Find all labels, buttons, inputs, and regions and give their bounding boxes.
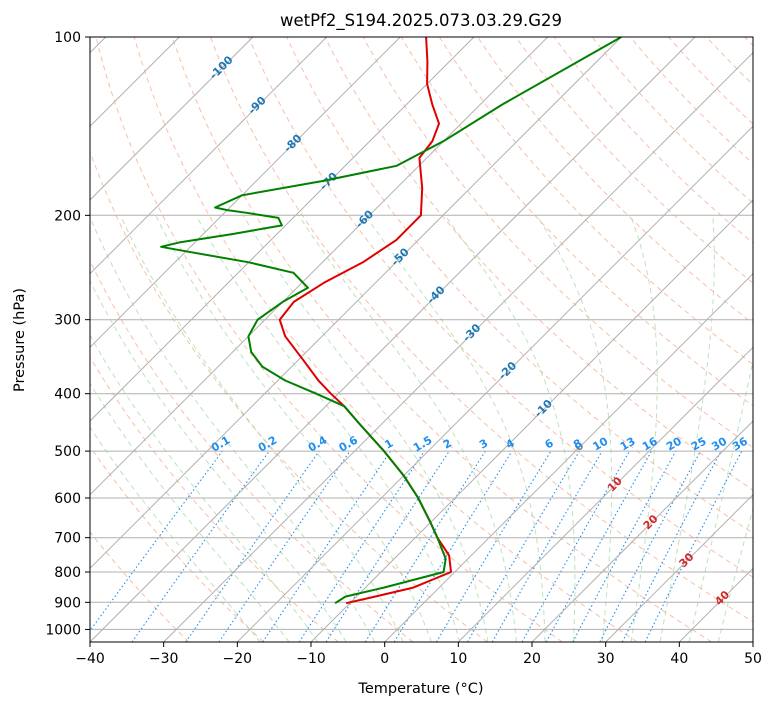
moist-adiabat — [90, 426, 261, 642]
y-tick-label: 800 — [54, 565, 81, 581]
y-tick-label: 500 — [54, 444, 81, 460]
x-tick-label: 10 — [449, 651, 467, 667]
moist-adiabat — [688, 358, 753, 642]
y-tick-label: 300 — [54, 313, 81, 329]
mixing-ratio-line — [185, 450, 320, 642]
mixing-ratio-line — [393, 450, 513, 642]
x-tick-label: −30 — [149, 651, 179, 667]
moist-adiabat — [630, 215, 658, 642]
moist-adiabat — [364, 215, 546, 642]
moist-adiabat — [90, 334, 319, 642]
moist-adiabat — [444, 215, 576, 642]
profiles — [160, 37, 622, 605]
dry-adiabat — [400, 37, 753, 407]
isotherm — [531, 420, 753, 642]
mixing-ratio-line — [218, 450, 351, 642]
mixing-ratio-line — [325, 450, 450, 642]
isotherm — [384, 272, 753, 642]
dry-adiabat — [90, 531, 190, 642]
y-axis-ticks: 100 200 300 400 500 600 700 800 900 1000 — [45, 30, 90, 638]
isotherm — [90, 37, 696, 642]
dry-adiabat — [95, 37, 563, 642]
y-tick-label: 900 — [54, 595, 81, 611]
moist-adiabat — [298, 215, 517, 642]
chart-title: wetPf2_S194.2025.073.03.29.G29 — [280, 11, 562, 31]
x-tick-label: −20 — [223, 651, 253, 667]
dry-adiabat — [515, 37, 753, 284]
dry-adiabat — [90, 150, 488, 642]
isotherm — [457, 346, 753, 642]
y-tick-label: 1000 — [45, 622, 81, 638]
plot-frame — [89, 36, 754, 643]
moist-adiabat — [155, 215, 432, 642]
mixing-ratio-line — [644, 450, 743, 642]
y-tick-label: 100 — [54, 30, 81, 46]
moist-adiabats — [90, 215, 753, 642]
moist-adiabat — [120, 215, 404, 642]
moist-adiabat — [195, 215, 461, 642]
isotherm — [90, 37, 622, 570]
y-tick-label: 700 — [54, 531, 81, 547]
x-tick-label: 30 — [597, 651, 615, 667]
x-tick-label: 0 — [380, 651, 389, 667]
mixing-ratio-line — [90, 450, 223, 632]
x-tick-label: 20 — [523, 651, 541, 667]
moist-adiabat — [90, 279, 347, 642]
isotherm — [90, 37, 549, 496]
isotherm — [310, 199, 753, 642]
isobars — [90, 37, 753, 630]
isotherm — [236, 125, 753, 642]
isotherm — [90, 37, 328, 275]
moist-adiabat — [536, 215, 613, 642]
y-tick-label: 600 — [54, 491, 81, 507]
dry-adiabat — [248, 37, 753, 578]
mixing-ratio-line — [572, 450, 677, 642]
moist-adiabat — [717, 506, 753, 642]
dewpoint-profile — [160, 37, 622, 605]
mixing-ratio-line — [545, 450, 653, 642]
moist-adiabat — [659, 215, 715, 642]
mixing-ratio-line — [298, 450, 425, 642]
x-tick-label: 40 — [670, 651, 688, 667]
x-axis-ticks: −40 −30 −20 −10 0 10 20 30 40 50 — [75, 642, 762, 667]
x-tick-label: −40 — [75, 651, 105, 667]
isotherm — [605, 493, 753, 642]
isotherms — [90, 37, 753, 642]
moist-adiabat — [242, 215, 489, 642]
mixing-ratio-line — [262, 450, 392, 642]
isotherm — [163, 51, 753, 642]
mixing-ratio-line — [521, 450, 630, 642]
mixing-ratio-line — [131, 450, 270, 642]
isotherm — [90, 37, 475, 422]
isotherm — [90, 37, 401, 349]
y-axis-title: Pressure (hPa) — [12, 288, 28, 392]
y-tick-label: 200 — [54, 208, 81, 224]
dry-adiabat — [438, 37, 753, 366]
x-tick-label: 50 — [744, 651, 762, 667]
y-tick-label: 400 — [54, 387, 81, 403]
mixing-ratio-lines — [90, 450, 743, 642]
plot-area: -100-90-80-70-60-50-40-30-20-10010203040… — [90, 37, 753, 642]
isotherm — [90, 37, 254, 201]
dry-adiabat — [90, 356, 339, 642]
moist-adiabat — [90, 215, 376, 642]
x-axis-title: Temperature (°C) — [357, 681, 483, 697]
dry-adiabat — [210, 37, 753, 623]
x-tick-label: −10 — [296, 651, 326, 667]
dry-adiabat — [90, 445, 264, 642]
